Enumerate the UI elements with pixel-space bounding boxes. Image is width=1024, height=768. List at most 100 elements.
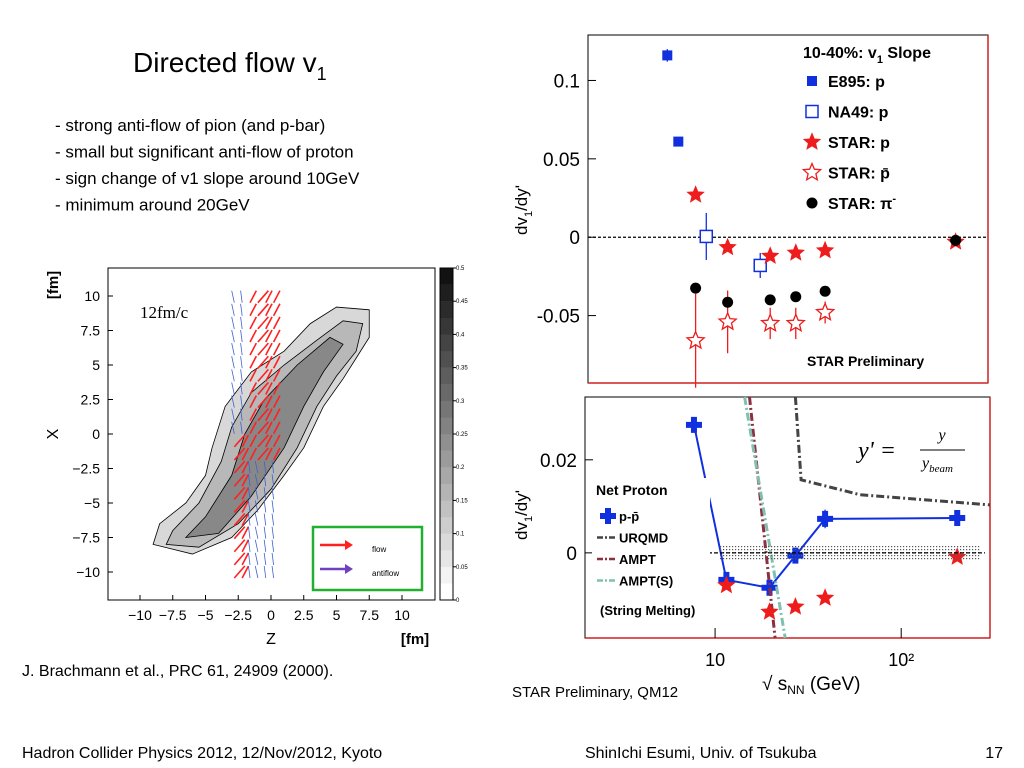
legend-label-text: STAR: π	[828, 196, 892, 213]
flow-arrow	[241, 473, 250, 487]
flow-arrow	[249, 382, 258, 395]
colorbar-cell	[440, 500, 453, 518]
y-axis-label-sub: 1	[523, 516, 535, 522]
y-tick-label: −5	[84, 495, 100, 511]
figure-caption: STAR Preliminary, QM12	[512, 684, 678, 701]
flow-arrow	[257, 342, 269, 356]
flow-arrow	[240, 421, 243, 434]
legend-label: NA49: p	[828, 105, 889, 122]
data-point	[699, 229, 714, 244]
legend-title-rest: Slope	[883, 45, 931, 62]
flow-arrow	[233, 539, 246, 553]
flow-arrow	[240, 329, 243, 343]
flow-arrow	[241, 552, 250, 566]
legend-label: E895: p	[828, 74, 885, 91]
flow-arrow	[240, 290, 243, 303]
flow-arrow	[248, 500, 251, 513]
x-axis-label-text: √ s	[762, 674, 787, 695]
left-figure: flow antiflow 12fm/c −10 −7.5 −5 −2.5 0 2.5 5 7.5 1…	[22, 266, 468, 680]
flow-arrow	[233, 473, 246, 487]
data-point	[600, 508, 616, 524]
y-tick-label: 0.1	[554, 71, 580, 92]
page-number: 17	[985, 745, 1003, 762]
flow-arrow	[249, 316, 258, 330]
flow-arrow	[249, 408, 258, 422]
flow-arrow	[272, 447, 281, 461]
flow-arrow	[241, 500, 250, 513]
bullet-list: - strong anti-flow of pion (and p-bar) - …	[55, 116, 360, 215]
flow-arrow	[249, 342, 258, 356]
colorbar-tick-label: 0.3	[456, 399, 465, 405]
footer-left: Hadron Collider Physics 2012, 12/Nov/201…	[22, 745, 382, 762]
flow-arrow	[231, 343, 235, 356]
flow-arrow	[254, 513, 259, 526]
flow-arrow	[263, 513, 267, 526]
x-axis-label: √ sNN (GeV)	[762, 674, 861, 697]
flow-arrow	[257, 381, 269, 395]
flow-arrow	[272, 303, 281, 317]
flow-arrow	[241, 513, 250, 526]
flow-arrow	[240, 395, 243, 408]
y-tick-label: 0	[566, 544, 577, 565]
flow-arrow	[263, 500, 267, 513]
flow-arrow	[254, 461, 259, 474]
flow-arrow	[271, 474, 275, 487]
legend-title: Net Proton	[596, 482, 668, 498]
x-tick-label: 5	[333, 607, 341, 623]
flow-arrow	[249, 447, 258, 461]
legend-title-text: 10-40%: v	[803, 45, 877, 62]
formula-den: ybeam	[920, 455, 953, 475]
flow-arrow	[265, 355, 273, 369]
flow-arrow	[249, 434, 258, 448]
flow-arrow	[265, 382, 273, 395]
x-axis-label: Z	[266, 631, 276, 648]
colorbar-tick-label: 0.05	[456, 565, 468, 571]
legend-label-text: E895: p	[828, 74, 885, 91]
colorbar-cell	[440, 334, 453, 352]
flow-arrow	[241, 565, 250, 579]
colorbar-cell	[440, 450, 453, 468]
flow-arrow	[233, 565, 246, 579]
series-line	[743, 396, 787, 639]
flow-arrow	[257, 368, 269, 382]
flow-arrow	[263, 487, 267, 500]
y-axis-label: dv1/dy'	[512, 185, 535, 235]
colorbar-cell	[440, 533, 453, 551]
flow-arrow	[249, 368, 258, 382]
y-tick-label: 5	[92, 357, 100, 373]
x-tick-label: 0	[267, 607, 275, 623]
colorbar-cell	[440, 566, 453, 584]
bullet: - sign change of v1 slope around 10GeV	[55, 169, 360, 188]
flow-arrow	[249, 395, 258, 408]
flow-arrow	[272, 368, 281, 382]
contour	[184, 336, 344, 539]
flow-arrow	[233, 526, 246, 540]
flow-arrow	[240, 316, 243, 329]
flow-arrow	[241, 526, 250, 540]
y-axis-label-rest: /dy'	[512, 185, 531, 211]
time-label: 12fm/c	[140, 303, 189, 322]
x-tick-label: 10	[394, 607, 410, 623]
footer-center: ShinIchi Esumi, Univ. of Tsukuba	[585, 745, 817, 762]
legend-label-text: STAR: p	[828, 135, 890, 152]
flow-arrow	[254, 474, 259, 487]
data-point	[760, 602, 779, 620]
x-tick-label: 7.5	[360, 607, 380, 623]
flow-arrow	[231, 421, 235, 434]
data-point	[950, 234, 962, 246]
data-point	[786, 597, 805, 615]
colorbar-cell	[440, 517, 453, 534]
y-tick-label: 7.5	[81, 323, 101, 339]
flow-arrow	[263, 565, 267, 579]
data-point	[790, 291, 802, 303]
formula-den-sub: beam	[929, 463, 953, 475]
flow-arrow	[231, 395, 235, 408]
colorbar-cell	[440, 550, 453, 567]
data-point	[722, 296, 734, 308]
flow-arrow	[241, 460, 250, 474]
data-point	[764, 294, 776, 306]
flow-arrow	[265, 290, 273, 304]
flow-arrow	[240, 356, 243, 369]
flow-arrow	[241, 434, 250, 448]
